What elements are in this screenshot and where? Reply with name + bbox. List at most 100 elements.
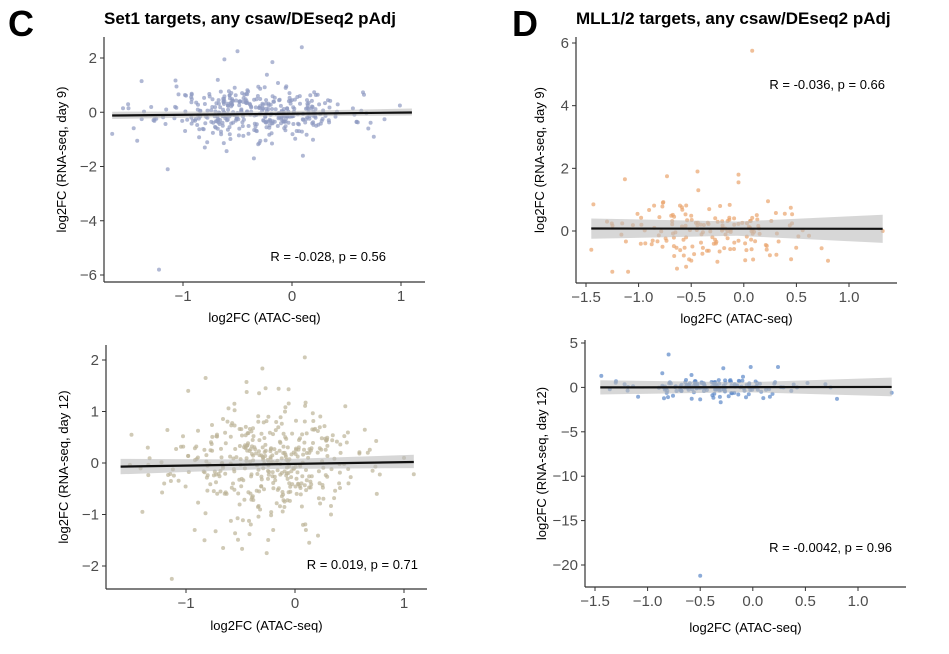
data-point bbox=[174, 105, 179, 110]
data-point bbox=[297, 94, 302, 99]
data-point bbox=[675, 266, 679, 271]
data-point bbox=[672, 214, 677, 219]
data-point bbox=[333, 488, 338, 493]
y-tick-label: 2 bbox=[89, 50, 97, 67]
data-point bbox=[750, 48, 755, 53]
data-point bbox=[655, 239, 660, 244]
data-point bbox=[337, 481, 342, 486]
data-point bbox=[273, 478, 278, 483]
data-point bbox=[346, 481, 351, 486]
data-point bbox=[270, 141, 274, 146]
data-point bbox=[214, 101, 219, 106]
data-point bbox=[253, 105, 258, 110]
data-point bbox=[293, 452, 298, 456]
data-point bbox=[696, 188, 701, 193]
data-point bbox=[736, 238, 741, 243]
data-point bbox=[273, 107, 278, 112]
data-point bbox=[317, 481, 322, 486]
data-point bbox=[736, 180, 741, 185]
data-point bbox=[286, 387, 291, 392]
data-point bbox=[266, 469, 270, 473]
data-point bbox=[210, 448, 215, 453]
data-point bbox=[763, 243, 768, 247]
panel-title-d: MLL1/2 targets, any csaw/DEseq2 pAdj bbox=[576, 9, 891, 28]
data-point bbox=[282, 469, 287, 474]
correlation-annotation: R = -0.0042, p = 0.96 bbox=[769, 540, 892, 555]
data-point bbox=[794, 245, 799, 250]
data-point bbox=[727, 202, 732, 207]
data-point bbox=[236, 537, 240, 542]
data-point bbox=[215, 491, 220, 496]
data-point bbox=[247, 427, 252, 431]
data-point bbox=[283, 452, 288, 457]
data-point bbox=[257, 391, 262, 396]
data-point bbox=[411, 472, 416, 477]
data-point bbox=[706, 248, 711, 253]
data-point bbox=[233, 531, 238, 536]
data-point bbox=[308, 485, 313, 490]
data-point bbox=[671, 244, 676, 249]
data-point bbox=[185, 117, 190, 122]
data-point bbox=[284, 84, 289, 89]
data-point bbox=[293, 136, 298, 141]
data-point bbox=[689, 373, 694, 377]
data-point bbox=[210, 105, 215, 109]
data-point bbox=[723, 378, 728, 383]
data-point bbox=[323, 436, 328, 441]
data-point bbox=[264, 72, 269, 77]
data-point bbox=[749, 237, 754, 242]
data-point bbox=[168, 472, 173, 476]
data-point bbox=[649, 242, 654, 247]
data-point bbox=[204, 453, 209, 458]
data-point bbox=[162, 481, 167, 486]
data-point bbox=[643, 241, 648, 246]
data-point bbox=[728, 247, 733, 252]
data-point bbox=[230, 102, 235, 107]
data-point bbox=[245, 443, 249, 448]
data-point bbox=[304, 431, 309, 436]
data-point bbox=[715, 259, 720, 264]
y-tick-label: 1 bbox=[91, 404, 99, 421]
data-point bbox=[266, 538, 271, 542]
data-point bbox=[237, 126, 242, 131]
data-point bbox=[342, 434, 347, 439]
data-point bbox=[244, 91, 249, 96]
y-tick-label: 0 bbox=[561, 223, 569, 240]
x-tick-label: 0.0 bbox=[733, 289, 754, 306]
data-point bbox=[250, 444, 254, 449]
data-point bbox=[271, 99, 276, 104]
data-point bbox=[689, 396, 694, 401]
data-point bbox=[219, 129, 223, 134]
data-point bbox=[146, 473, 151, 478]
data-point bbox=[256, 142, 261, 147]
data-point bbox=[271, 528, 276, 532]
data-point bbox=[790, 212, 795, 217]
data-point bbox=[717, 249, 722, 254]
data-point bbox=[189, 95, 194, 100]
x-tick-label: −1.5 bbox=[571, 289, 601, 306]
x-tick-label: 1.0 bbox=[839, 289, 860, 306]
x-tick-label: 0.5 bbox=[795, 593, 816, 610]
data-point bbox=[732, 247, 736, 251]
data-point bbox=[312, 427, 316, 432]
data-point bbox=[202, 145, 207, 150]
data-point bbox=[377, 472, 382, 477]
data-point bbox=[270, 470, 275, 475]
data-point bbox=[285, 445, 290, 450]
data-point bbox=[228, 518, 233, 523]
data-point bbox=[257, 438, 262, 443]
data-point bbox=[684, 203, 689, 208]
data-point bbox=[296, 445, 301, 450]
data-point bbox=[689, 258, 694, 263]
data-point bbox=[700, 251, 705, 256]
data-point bbox=[210, 97, 215, 102]
data-point bbox=[131, 126, 136, 131]
data-point bbox=[304, 478, 309, 483]
data-point bbox=[202, 538, 207, 543]
data-point bbox=[239, 476, 244, 481]
data-point bbox=[639, 215, 644, 220]
data-point bbox=[239, 484, 244, 489]
data-point bbox=[303, 528, 308, 532]
data-point bbox=[173, 78, 178, 83]
data-point bbox=[274, 501, 279, 506]
